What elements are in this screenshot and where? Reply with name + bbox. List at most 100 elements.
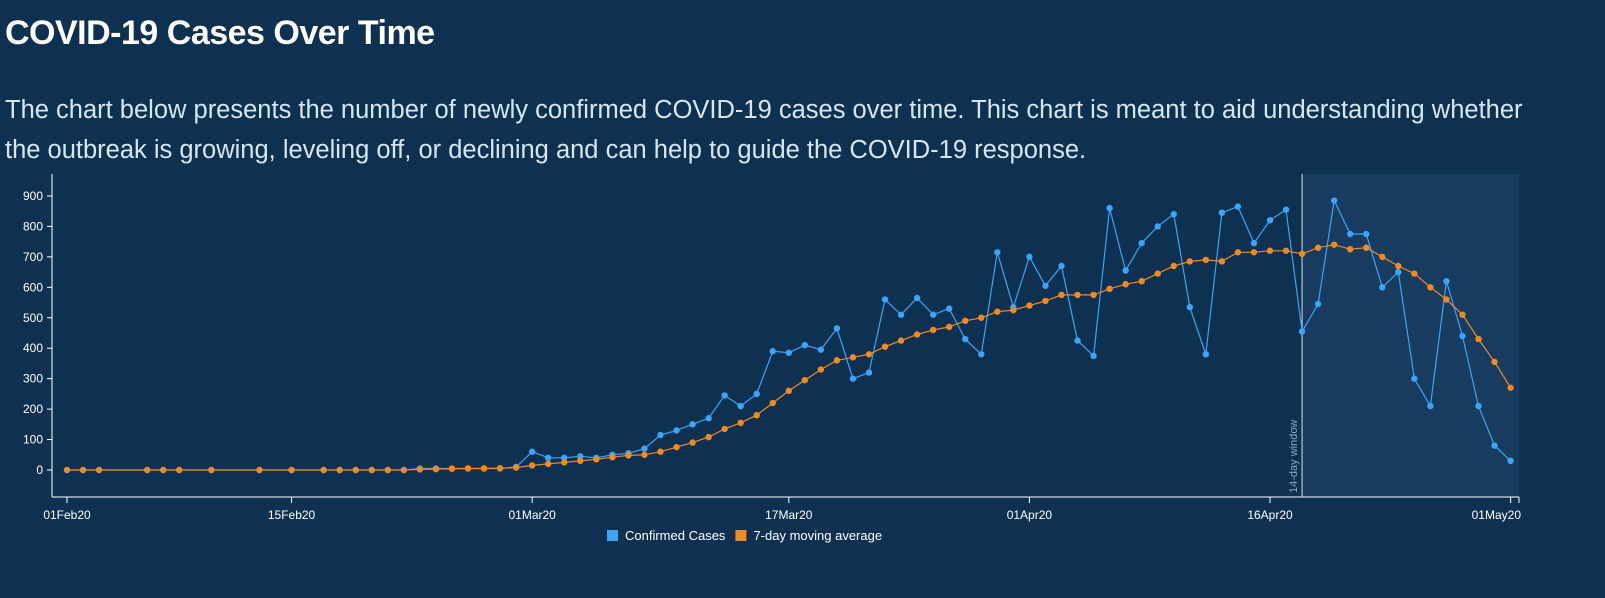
data-point[interactable] [496,464,504,472]
data-point[interactable] [1314,300,1322,308]
data-point[interactable] [1042,297,1049,305]
data-point[interactable] [978,351,985,358]
data-point[interactable] [1250,249,1258,256]
data-point[interactable] [144,466,151,474]
data-point[interactable] [753,390,760,398]
data-point[interactable] [400,466,408,474]
data-point[interactable] [480,465,488,472]
data-point[interactable] [1138,278,1145,285]
data-point[interactable] [657,448,664,455]
data-point[interactable] [689,421,696,428]
data-point[interactable] [1266,247,1274,254]
data-point[interactable] [63,466,71,474]
data-point[interactable] [1427,402,1434,410]
data-point[interactable] [208,466,215,474]
data-point[interactable] [1347,230,1354,238]
data-point[interactable] [769,348,776,355]
data-point[interactable] [577,457,584,465]
data-point[interactable] [641,445,648,452]
data-point[interactable] [1459,311,1466,318]
data-point[interactable] [416,466,424,473]
data-point[interactable] [785,387,792,395]
data-point[interactable] [1363,230,1370,238]
data-point[interactable] [1170,211,1177,218]
data-point[interactable] [833,325,841,332]
data-point[interactable] [946,305,953,312]
data-point[interactable] [1250,239,1258,247]
data-point[interactable] [1330,241,1338,248]
data-point[interactable] [721,392,728,399]
data-point[interactable] [1154,270,1161,277]
data-point[interactable] [994,249,1001,256]
data-point[interactable] [962,335,969,343]
data-point[interactable] [160,466,167,474]
data-point[interactable] [1218,258,1226,265]
data-point[interactable] [1058,262,1065,270]
data-point[interactable] [1186,258,1194,265]
data-point[interactable] [545,460,552,468]
data-point[interactable] [1282,206,1290,213]
data-point[interactable] [1347,246,1354,253]
data-point[interactable] [1330,197,1338,204]
data-point[interactable] [1090,291,1097,299]
data-point[interactable] [1138,239,1145,247]
data-point[interactable] [897,337,905,344]
data-point[interactable] [609,454,616,461]
data-point[interactable] [913,294,921,302]
data-point[interactable] [577,453,584,460]
data-point[interactable] [913,331,921,338]
data-point[interactable] [1395,262,1402,270]
data-point[interactable] [1379,253,1386,261]
data-point[interactable] [673,427,680,434]
data-point[interactable] [1443,296,1450,303]
data-point[interactable] [1042,282,1049,289]
data-point[interactable] [849,354,857,361]
data-point[interactable] [1459,332,1466,340]
data-point[interactable] [705,433,712,441]
data-point[interactable] [801,341,809,349]
data-point[interactable] [464,465,472,472]
data-point[interactable] [849,375,857,382]
data-point[interactable] [1202,256,1210,264]
data-point[interactable] [1395,268,1402,276]
data-point[interactable] [432,465,440,473]
data-point[interactable] [1170,262,1177,270]
data-point[interactable] [865,369,873,376]
data-point[interactable] [368,466,375,474]
data-point[interactable] [1475,335,1482,343]
data-point[interactable] [448,465,456,472]
data-point[interactable] [1026,302,1033,309]
data-point[interactable] [1427,284,1434,291]
data-point[interactable] [1074,337,1081,344]
data-point[interactable] [1218,209,1226,216]
data-point[interactable] [785,349,792,356]
data-point[interactable] [946,323,953,331]
data-point[interactable] [625,452,632,459]
data-point[interactable] [1507,384,1514,391]
data-point[interactable] [1010,306,1017,314]
data-point[interactable] [1411,270,1418,277]
data-point[interactable] [1298,328,1306,335]
data-point[interactable] [769,399,776,407]
data-point[interactable] [1379,284,1386,291]
data-point[interactable] [1122,281,1129,288]
data-point[interactable] [1266,217,1274,224]
data-point[interactable] [1491,358,1498,366]
data-point[interactable] [881,343,889,350]
data-point[interactable] [528,462,536,469]
data-point[interactable] [561,459,568,466]
data-point[interactable] [1234,249,1242,256]
data-point[interactable] [897,311,905,318]
data-point[interactable] [689,439,696,446]
data-point[interactable] [336,466,343,474]
data-point[interactable] [320,466,327,474]
data-point[interactable] [1443,278,1450,285]
data-point[interactable] [737,402,744,410]
data-point[interactable] [1314,244,1322,251]
data-point[interactable] [593,456,600,463]
data-point[interactable] [705,415,712,422]
data-point[interactable] [929,311,937,318]
data-point[interactable] [1282,247,1290,254]
data-point[interactable] [1475,402,1482,410]
data-point[interactable] [1202,351,1210,358]
